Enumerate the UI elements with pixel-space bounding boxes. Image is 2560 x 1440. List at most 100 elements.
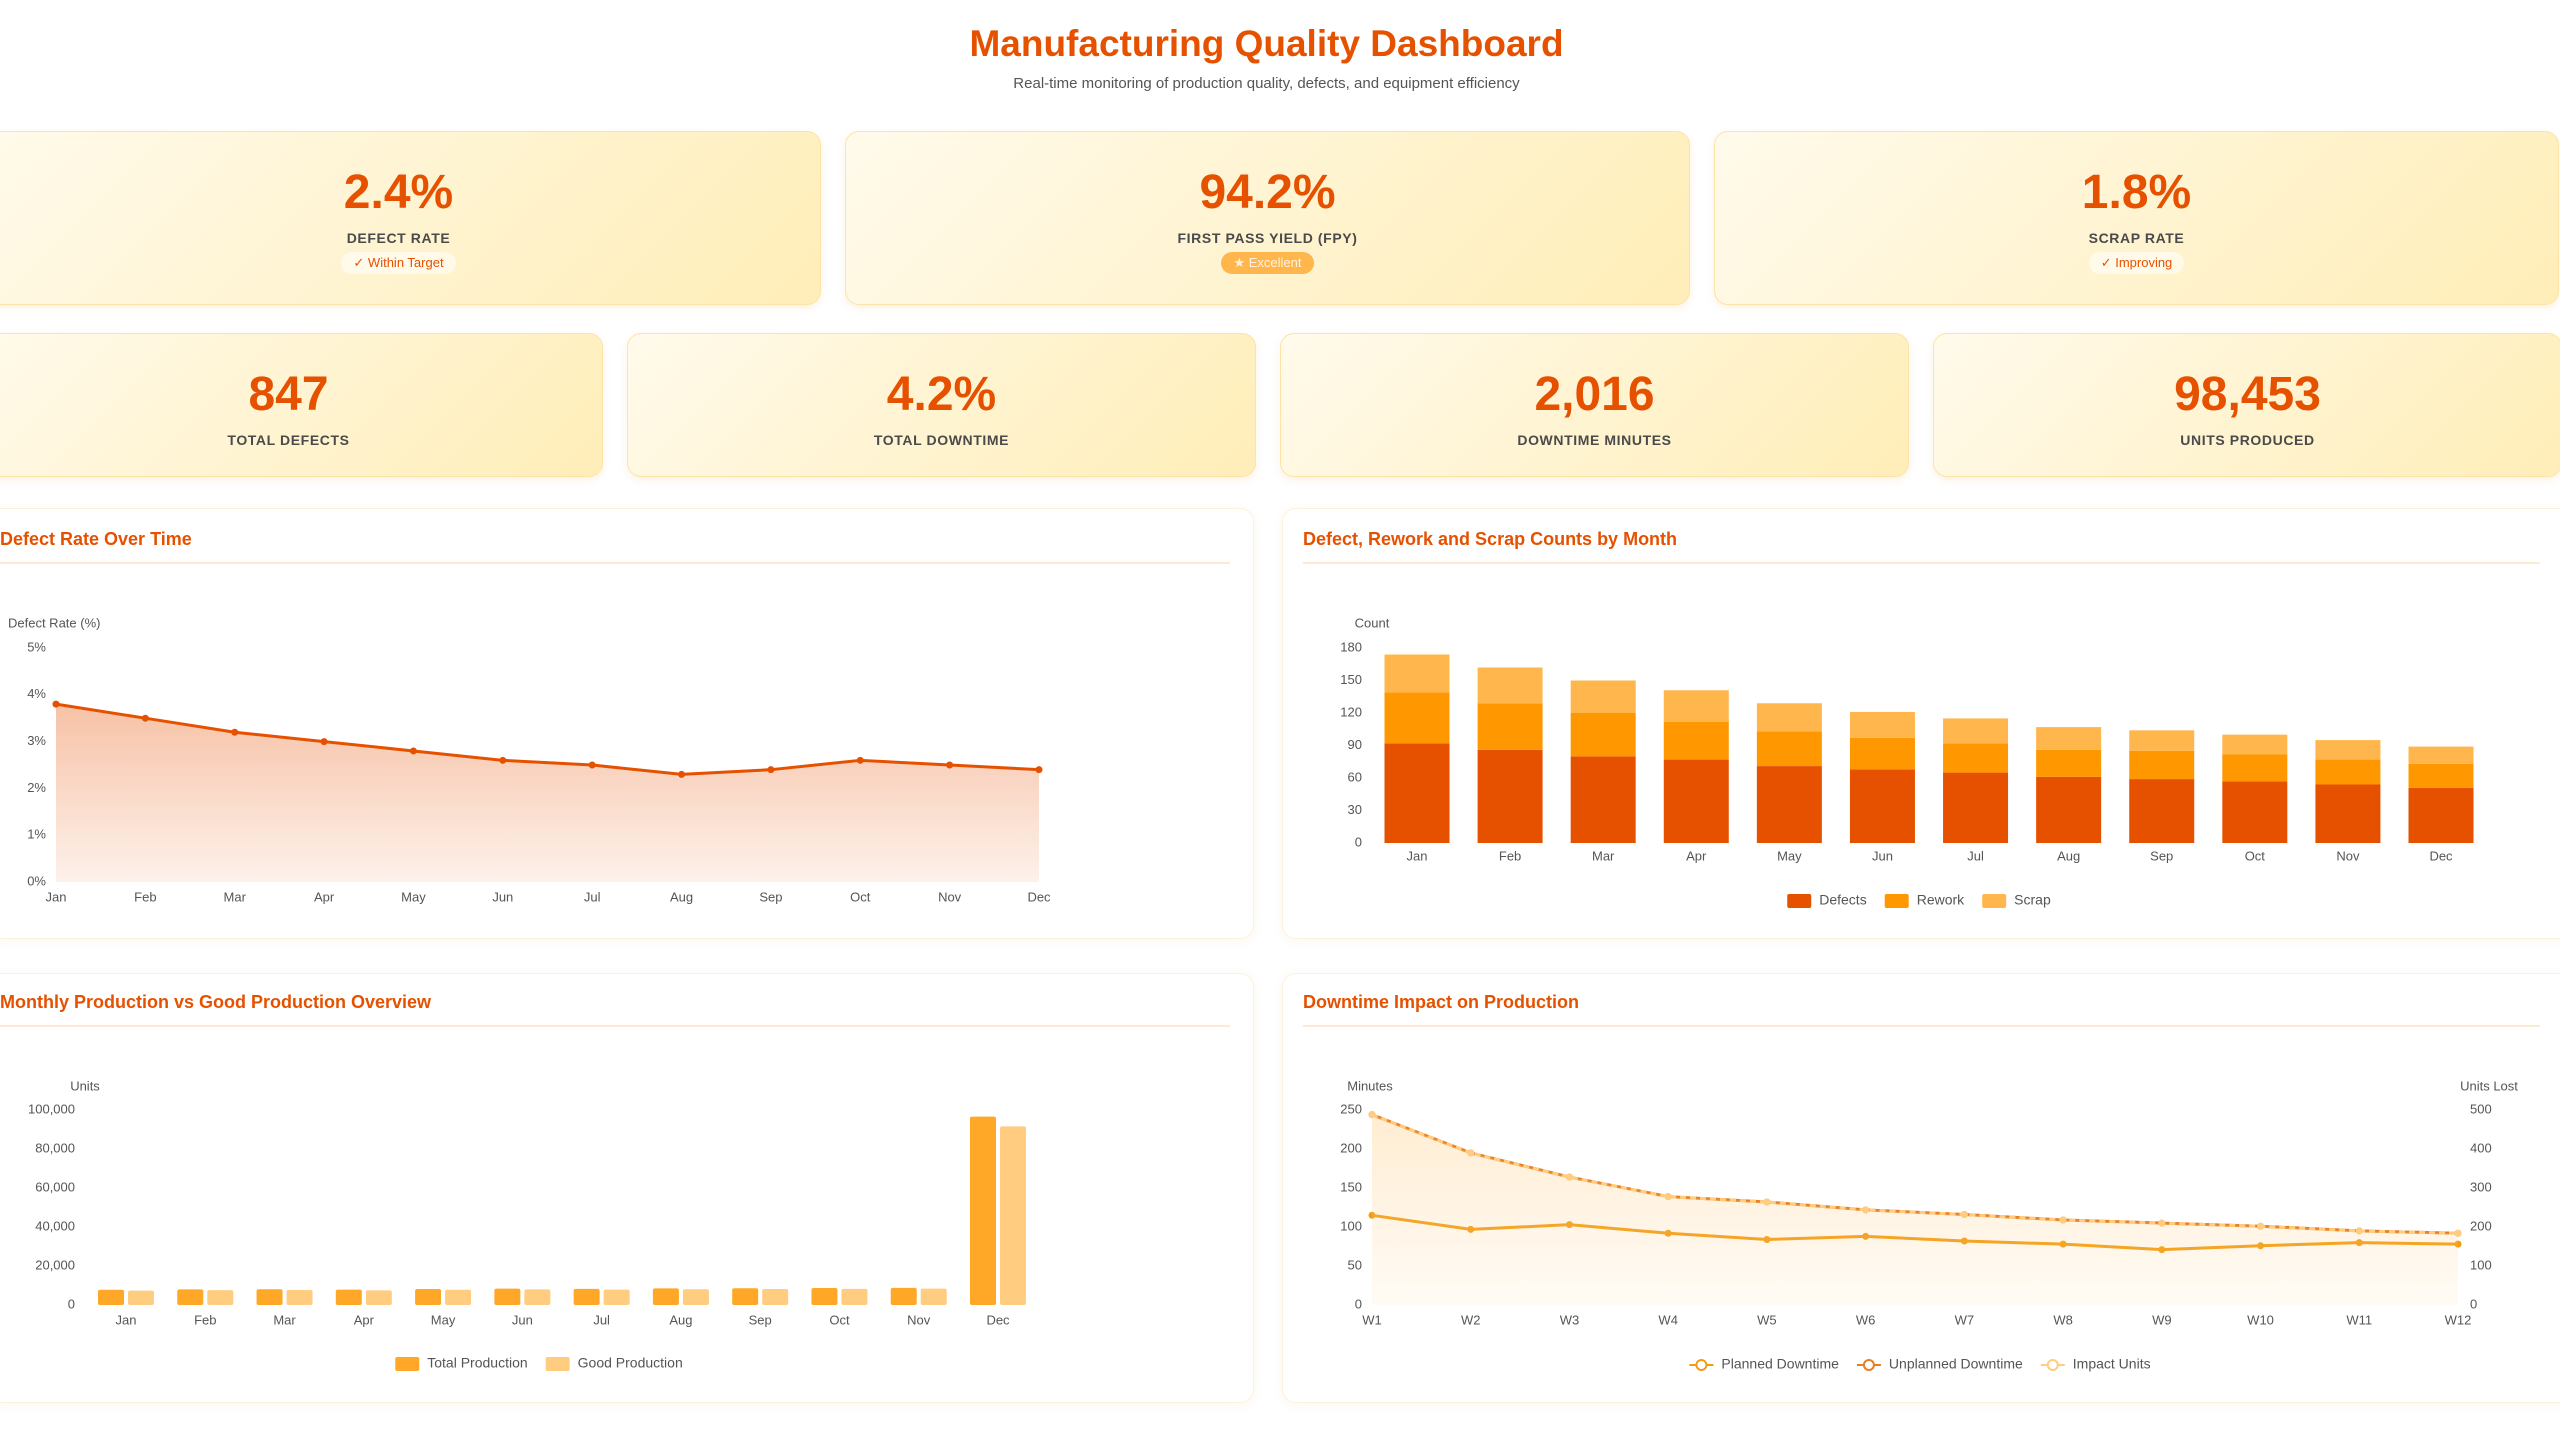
bar-segment	[2222, 754, 2288, 782]
x-tick-label: Mar	[224, 889, 247, 904]
bar-segment	[1570, 756, 1636, 843]
bar	[762, 1289, 789, 1305]
kpi-label: SCRAP RATE	[2088, 230, 2185, 246]
bar	[128, 1290, 154, 1305]
x-tick-label: Jul	[1967, 848, 1984, 863]
bar	[415, 1289, 442, 1305]
point	[1565, 1173, 1573, 1181]
bar	[920, 1288, 947, 1305]
x-tick-label: Jun	[492, 889, 513, 904]
kpi-label: TOTAL DOWNTIME	[873, 432, 1010, 448]
legend-swatch	[1862, 1359, 1875, 1371]
bar-segment	[1477, 749, 1543, 843]
y-axis-title: Units	[70, 1078, 100, 1093]
x-tick-label: Oct	[850, 889, 871, 904]
bar	[603, 1289, 630, 1305]
kpi-label: DEFECT RATE	[346, 230, 451, 246]
y-tick-label: 150	[1340, 1179, 1362, 1194]
bar	[732, 1288, 759, 1305]
point	[1664, 1193, 1672, 1201]
x-tick-label: Jan	[1407, 848, 1428, 863]
bar-segment	[1384, 692, 1450, 744]
bar	[494, 1288, 521, 1305]
chart-title: Defect Rate Over Time	[0, 529, 192, 549]
bar-segment	[1477, 667, 1543, 704]
x-tick-label: Jul	[593, 1312, 610, 1327]
bar-segment	[2036, 749, 2102, 777]
y-tick-label: 60,000	[35, 1179, 75, 1194]
legend-label: Planned Downtime	[1721, 1356, 1839, 1372]
y-axis-title: Count	[1355, 615, 1390, 630]
bar	[1000, 1126, 1026, 1305]
point	[856, 756, 864, 764]
x-tick-label: Feb	[194, 1312, 216, 1327]
kpi-value: 98,453	[2174, 368, 2321, 421]
point	[1763, 1198, 1771, 1206]
legend-label: Total Production	[427, 1355, 527, 1371]
kpi-value: 94.2%	[1199, 166, 1336, 219]
x-tick-label: Aug	[2057, 848, 2080, 863]
bar	[256, 1289, 283, 1305]
bar	[841, 1288, 868, 1305]
x-tick-label: Nov	[938, 889, 962, 904]
bar	[445, 1289, 472, 1305]
bar-segment	[1943, 772, 2009, 843]
bar	[811, 1288, 838, 1305]
y-tick-label: 1%	[27, 827, 46, 842]
point	[1862, 1206, 1870, 1214]
y-tick-label: 5%	[27, 639, 46, 654]
bar	[890, 1287, 917, 1305]
kpi-value: 2,016	[1534, 368, 1655, 421]
bar-segment	[2036, 727, 2102, 750]
legend-swatch	[1982, 894, 2007, 908]
x-tick-label: Aug	[669, 1312, 692, 1327]
bar	[98, 1289, 124, 1305]
y-tick-label: 20,000	[35, 1257, 75, 1272]
x-tick-label: W7	[1955, 1312, 1975, 1327]
y-tick-label: 3%	[27, 733, 46, 748]
kpi-card: 2,016 DOWNTIME MINUTES	[1280, 333, 1909, 477]
x-tick-label: Sep	[759, 889, 782, 904]
bar-segment	[1663, 690, 1729, 722]
y-tick-label: 0	[1355, 834, 1362, 849]
bar-segment	[1384, 654, 1450, 693]
y-tick-label: 200	[1340, 1140, 1362, 1155]
bar-segment	[2129, 750, 2195, 780]
kpi-badge: ★ Excellent	[1221, 252, 1314, 274]
y-tick-label: 80,000	[35, 1140, 75, 1155]
area-fill	[56, 704, 1039, 882]
chart-title: Monthly Production vs Good Production Ov…	[0, 992, 432, 1012]
bar-segment	[2315, 740, 2381, 760]
legend-swatch	[1695, 1359, 1708, 1371]
kpi-value: 1.8%	[2081, 166, 2192, 219]
bar	[207, 1290, 234, 1305]
bar	[286, 1289, 313, 1305]
x-tick-label: Nov	[2336, 848, 2360, 863]
x-tick-label: Aug	[670, 889, 693, 904]
chart-title: Defect, Rework and Scrap Counts by Month	[1303, 529, 1677, 549]
x-tick-label: Jan	[116, 1312, 137, 1327]
x-tick-label: May	[1777, 848, 1802, 863]
page-subtitle: Real-time monitoring of production quali…	[1013, 75, 1520, 92]
point	[1467, 1149, 1475, 1157]
x-tick-label: W10	[2247, 1312, 2274, 1327]
y-tick-label: 60	[1348, 769, 1362, 784]
x-tick-label: Oct	[829, 1312, 850, 1327]
y2-axis-title: Units Lost	[2460, 1078, 2518, 1093]
chart-panel	[0, 973, 1254, 1403]
kpi-card: 98,453 UNITS PRODUCED	[1933, 333, 2560, 477]
kpi-card: 4.2% TOTAL DOWNTIME	[627, 333, 1256, 477]
bar-segment	[1849, 737, 1915, 770]
kpi-badge: ✓ Within Target	[341, 252, 456, 274]
bar	[682, 1289, 709, 1305]
bar-segment	[1943, 718, 2009, 744]
y2-tick-label: 300	[2470, 1179, 2492, 1194]
y2-tick-label: 500	[2470, 1101, 2492, 1116]
y-tick-label: 0	[68, 1296, 75, 1311]
kpi-label: DOWNTIME MINUTES	[1517, 432, 1672, 448]
y-tick-label: 250	[1340, 1101, 1362, 1116]
legend-label: Unplanned Downtime	[1889, 1356, 2023, 1372]
bar-segment	[2222, 781, 2288, 843]
